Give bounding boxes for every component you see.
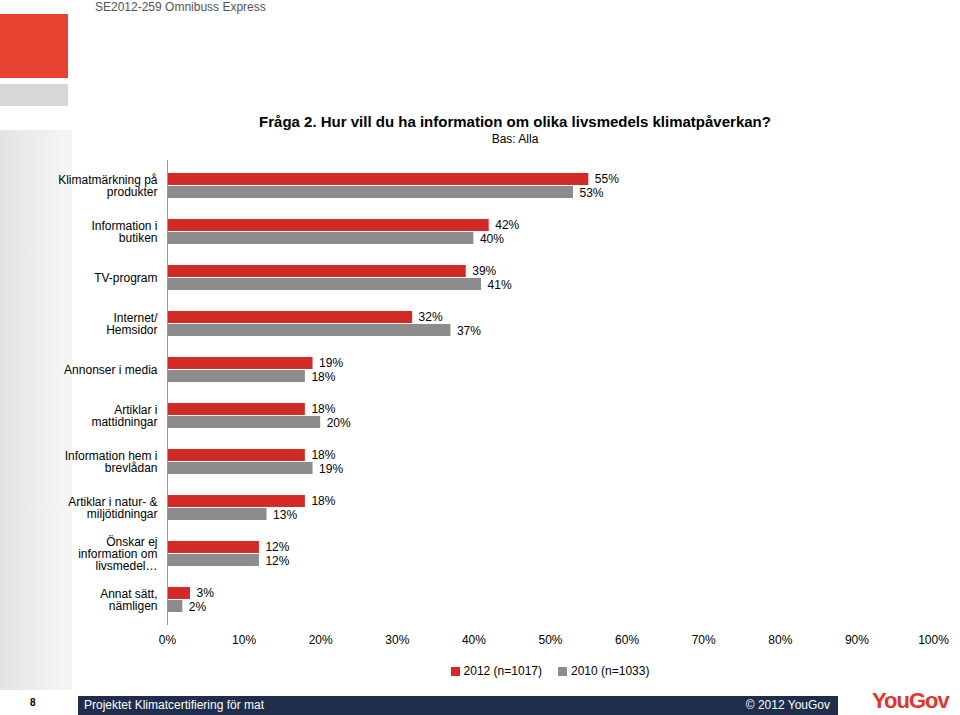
svg-text:100%: 100% [918,633,949,647]
svg-text:Annonser i media: Annonser i media [64,363,158,377]
svg-text:12%: 12% [265,554,289,568]
html-text:YouGov: YouGov [872,688,949,713]
svg-text:18%: 18% [311,448,335,462]
svg-text:Artiklar imattidningar: Artiklar imattidningar [91,403,157,429]
svg-text:19%: 19% [319,356,343,370]
svg-text:0%: 0% [159,633,177,647]
svg-text:70%: 70% [692,633,716,647]
svg-text:10%: 10% [232,633,256,647]
svg-text:2%: 2% [189,600,207,614]
svg-text:90%: 90% [845,633,869,647]
svg-text:Internet/Hemsidor: Internet/Hemsidor [106,311,158,337]
svg-text:Artiklar i natur- &miljötidnin: Artiklar i natur- &miljötidningar [68,495,157,521]
svg-text:32%: 32% [419,310,443,324]
svg-text:19%: 19% [319,462,343,476]
svg-text:Önskar ejinformation omlivsmed: Önskar ejinformation omlivsmedel… [78,535,157,573]
svg-text:60%: 60% [615,633,639,647]
html-text:2012 (n=1017): 2012 (n=1017) [463,664,542,678]
svg-text:TV-program: TV-program [94,271,157,285]
svg-text:18%: 18% [311,370,335,384]
svg-text:55%: 55% [595,172,619,186]
svg-text:30%: 30% [385,633,409,647]
html-text:© 2012 YouGov: © 2012 YouGov [745,698,830,712]
svg-text:50%: 50% [538,633,562,647]
svg-text:42%: 42% [495,218,519,232]
svg-text:41%: 41% [488,278,512,292]
svg-text:13%: 13% [273,508,297,522]
svg-text:Information ibutiken: Information ibutiken [91,219,157,245]
html-text:8: 8 [30,697,36,708]
html-text:Bas: Alla: Bas: Alla [491,132,539,146]
svg-text:Information hem ibrevlådan: Information hem ibrevlådan [65,449,158,475]
svg-text:3%: 3% [196,586,214,600]
svg-text:40%: 40% [480,232,504,246]
svg-text:20%: 20% [309,633,333,647]
svg-text:20%: 20% [327,416,351,430]
svg-text:80%: 80% [768,633,792,647]
svg-text:12%: 12% [265,540,289,554]
svg-text:Klimatmärkning påprodukter: Klimatmärkning påprodukter [58,173,158,199]
svg-text:Annat sätt,nämligen: Annat sätt,nämligen [100,587,157,613]
svg-text:40%: 40% [462,633,486,647]
svg-text:18%: 18% [311,494,335,508]
html-text:SE2012-259 Omnibuss Express: SE2012-259 Omnibuss Express [95,0,266,14]
html-text:Fråga 2. Hur vill du ha inform: Fråga 2. Hur vill du ha information om o… [259,113,771,130]
html-text:2010 (n=1033): 2010 (n=1033) [571,664,650,678]
svg-text:18%: 18% [311,402,335,416]
svg-text:37%: 37% [457,324,481,338]
svg-text:53%: 53% [579,186,603,200]
html-text:Projektet Klimatcertifiering f: Projektet Klimatcertifiering för mat [84,698,265,712]
svg-text:39%: 39% [472,264,496,278]
